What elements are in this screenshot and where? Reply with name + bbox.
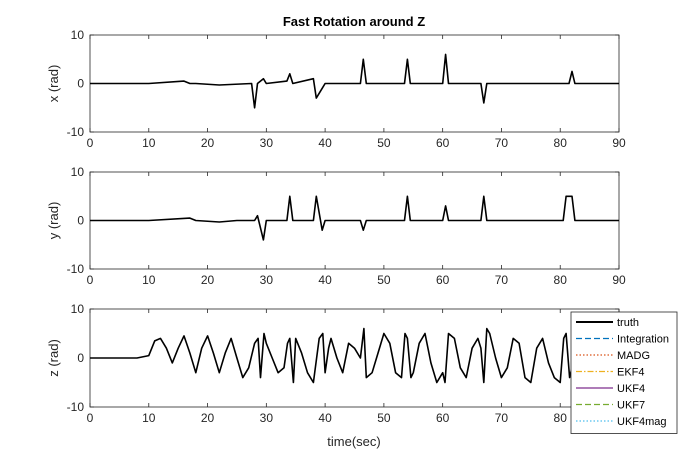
legend-label-ekf4: EKF4 (617, 367, 645, 379)
y-tick-label: -10 (67, 262, 85, 276)
x-tick-label: 0 (87, 136, 94, 150)
x-tick-label: 40 (318, 411, 332, 425)
x-tick-label: 0 (87, 273, 94, 287)
axes-box (89, 308, 620, 408)
x-tick-label: 70 (495, 273, 509, 287)
legend-label-truth: truth (617, 317, 639, 329)
y-axis-label-3: z (rad) (46, 339, 61, 377)
legend-label-ukf4: UKF4 (617, 383, 645, 395)
y-tick-label: 0 (77, 351, 84, 365)
series-line-truth (90, 53, 619, 109)
x-tick-label: 70 (495, 411, 509, 425)
x-tick-label: 60 (436, 273, 450, 287)
x-tick-label: 80 (554, 136, 568, 150)
x-tick-label: 90 (612, 273, 626, 287)
legend-label-madg: MADG (617, 350, 650, 362)
y-tick-label: 0 (77, 77, 84, 91)
y-tick-label: 10 (71, 28, 85, 42)
x-tick-label: 80 (554, 273, 568, 287)
series-line-truth (90, 327, 620, 384)
x-axis-label: time(sec) (327, 434, 380, 449)
x-tick-label: 30 (260, 136, 274, 150)
x-tick-label: 60 (436, 136, 450, 150)
legend-label-ukf7: UKF7 (617, 400, 645, 412)
y-axis-label-2: y (rad) (46, 202, 61, 240)
y-tick-label: -10 (67, 125, 85, 139)
x-tick-label: 40 (318, 273, 332, 287)
x-tick-label: 10 (142, 273, 156, 287)
y-tick-label: 10 (71, 165, 85, 179)
x-tick-label: 20 (201, 411, 215, 425)
x-tick-label: 0 (87, 411, 94, 425)
x-tick-label: 60 (436, 411, 450, 425)
y-tick-label: -10 (67, 400, 85, 414)
x-tick-label: 30 (260, 273, 274, 287)
legend-label-ukf4mag: UKF4mag (617, 416, 667, 428)
x-tick-label: 90 (612, 136, 626, 150)
legend-box (570, 311, 678, 434)
x-tick-label: 50 (377, 411, 391, 425)
x-tick-label: 10 (142, 411, 156, 425)
x-tick-label: 30 (260, 411, 274, 425)
y-axis-label-1: x (rad) (46, 65, 61, 103)
x-tick-label: 10 (142, 136, 156, 150)
x-tick-label: 20 (201, 136, 215, 150)
y-tick-label: 0 (77, 214, 84, 228)
y-tick-label: 10 (71, 302, 85, 316)
x-tick-label: 70 (495, 136, 509, 150)
x-tick-label: 80 (554, 411, 568, 425)
series-line-truth (90, 195, 619, 241)
legend: truth Integration MADG EKF4 UKF4 UKF7 UKF4mag (570, 311, 678, 434)
x-tick-label: 50 (377, 136, 391, 150)
x-tick-label: 20 (201, 273, 215, 287)
chart-title: Fast Rotation around Z (283, 14, 425, 29)
x-tick-label: 50 (377, 273, 391, 287)
legend-label-integration: Integration (617, 334, 669, 346)
x-tick-label: 40 (318, 136, 332, 150)
